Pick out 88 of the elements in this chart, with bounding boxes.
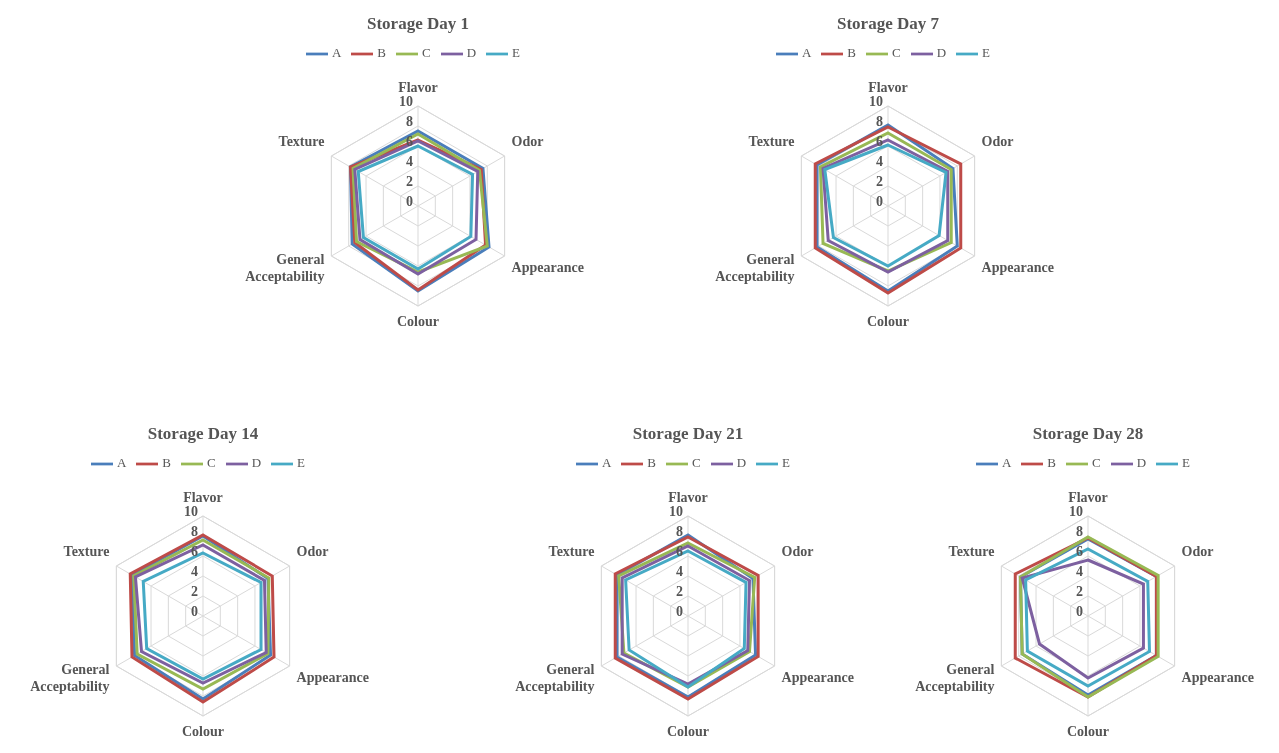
y-tick-label: 8 [876, 114, 883, 129]
legend-label: D [936, 44, 947, 60]
y-tick-label: 0 [191, 604, 198, 619]
y-tick-label: 4 [1076, 564, 1083, 579]
legend-label: D [251, 454, 262, 470]
legend-label: E [512, 44, 521, 60]
legend-label: D [466, 44, 477, 60]
y-tick-label: 10 [869, 94, 883, 109]
spoke-label: Odor [296, 544, 329, 559]
legend-label: A [601, 454, 612, 470]
chart-title: Storage Day 21 [631, 424, 745, 445]
y-tick-label: 2 [876, 174, 883, 189]
y-tick-label: 0 [1076, 604, 1083, 619]
y-tick-label: 8 [191, 524, 198, 539]
legend-label: A [1001, 454, 1012, 470]
legend-label: A [331, 44, 342, 60]
y-tick-label: 6 [876, 134, 883, 149]
spoke-label: Texture [278, 134, 325, 149]
legend-label: C [1092, 454, 1101, 470]
spoke-label: General Acceptability [245, 252, 325, 284]
spoke-label: Flavor [398, 80, 438, 95]
spoke-label: Odor [511, 134, 544, 149]
legend-label: C [892, 44, 901, 60]
y-tick-label: 8 [676, 524, 683, 539]
spoke-label: Appearance [511, 260, 584, 275]
spoke-label: Texture [948, 544, 995, 559]
legend-label: B [1047, 454, 1057, 470]
chart-title: Storage Day 1 [366, 14, 470, 35]
legend-label: C [207, 454, 216, 470]
chart-title: Storage Day 28 [1031, 424, 1145, 445]
y-tick-label: 4 [676, 564, 683, 579]
legend-label: E [982, 44, 991, 60]
y-tick-label: 8 [1076, 524, 1083, 539]
spoke-label: Texture [548, 544, 595, 559]
spoke-label: Appearance [981, 260, 1054, 275]
spoke-label: Flavor [668, 490, 708, 505]
legend-label: A [116, 454, 127, 470]
spoke-label: Odor [781, 544, 814, 559]
legend-label: C [692, 454, 701, 470]
legend-label: C [422, 44, 431, 60]
spoke-label: Colour [1067, 724, 1109, 739]
spoke-label: Colour [182, 724, 224, 739]
spoke-label: Appearance [296, 670, 369, 685]
y-tick-label: 4 [191, 564, 198, 579]
y-tick-label: 10 [669, 504, 683, 519]
chart-title: Storage Day 7 [836, 14, 940, 35]
spoke-label: Flavor [1068, 490, 1108, 505]
legend-label: D [1136, 454, 1147, 470]
legend-label: B [162, 454, 172, 470]
chart-title: Storage Day 14 [146, 424, 260, 445]
spoke-label: Flavor [868, 80, 908, 95]
legend-label: B [647, 454, 657, 470]
spoke-label: General Acceptability [715, 252, 795, 284]
legend-label: B [847, 44, 857, 60]
y-tick-label: 6 [406, 134, 413, 149]
y-tick-label: 2 [406, 174, 413, 189]
spoke-label: Flavor [183, 490, 223, 505]
spoke-label: General Acceptability [30, 662, 110, 694]
y-tick-label: 0 [676, 604, 683, 619]
spoke-label: Colour [867, 314, 909, 329]
spoke-label: General Acceptability [915, 662, 995, 694]
spoke-label: Odor [1181, 544, 1214, 559]
spoke-label: Texture [63, 544, 110, 559]
y-tick-label: 4 [406, 154, 413, 169]
y-tick-label: 2 [1076, 584, 1083, 599]
y-tick-label: 2 [191, 584, 198, 599]
spoke-label: Appearance [1181, 670, 1254, 685]
y-tick-label: 0 [876, 194, 883, 209]
y-tick-label: 8 [406, 114, 413, 129]
spoke-label: General Acceptability [515, 662, 595, 694]
y-tick-label: 4 [876, 154, 883, 169]
y-tick-label: 2 [676, 584, 683, 599]
y-tick-label: 10 [399, 94, 413, 109]
legend-label: E [782, 454, 791, 470]
spoke-label: Odor [981, 134, 1014, 149]
spoke-label: Texture [748, 134, 795, 149]
y-tick-label: 0 [406, 194, 413, 209]
legend-label: A [801, 44, 812, 60]
spoke-label: Colour [397, 314, 439, 329]
spoke-label: Colour [667, 724, 709, 739]
legend-label: E [297, 454, 306, 470]
legend-label: B [377, 44, 387, 60]
spoke-label: Appearance [781, 670, 854, 685]
legend-label: D [736, 454, 747, 470]
y-tick-label: 6 [676, 544, 683, 559]
legend-label: E [1182, 454, 1191, 470]
y-tick-label: 10 [1069, 504, 1083, 519]
y-tick-label: 10 [184, 504, 198, 519]
